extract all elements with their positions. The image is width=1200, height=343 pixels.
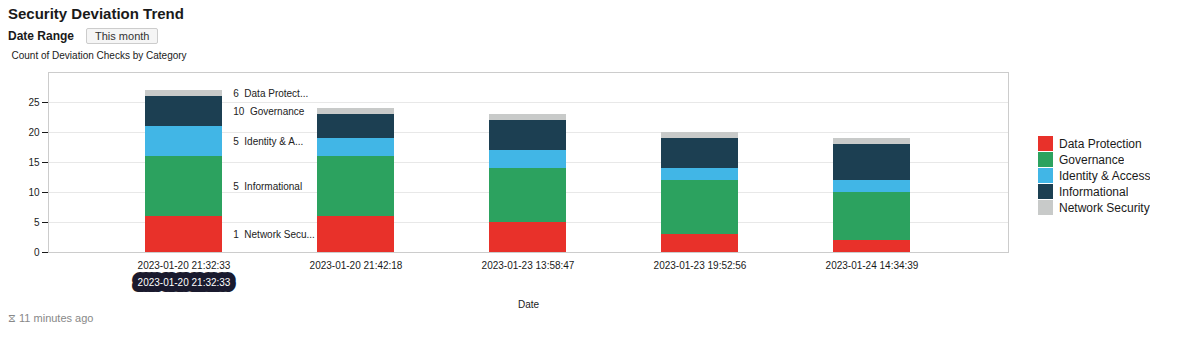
svg-text:15: 15: [28, 157, 40, 168]
svg-text:0: 0: [34, 247, 40, 258]
svg-text:5 Identity & A...: 5 Identity & A...: [233, 136, 303, 147]
svg-text:20: 20: [28, 127, 40, 138]
html-text:This month: This month: [95, 30, 150, 42]
svg-text:5 Informational: 5 Informational: [233, 181, 302, 192]
html-text:⧖ 11 minutes ago: ⧖ 11 minutes ago: [8, 312, 94, 324]
svg-text:2023-01-24 14:34:39: 2023-01-24 14:34:39: [826, 260, 919, 271]
svg-text:2023-01-20 21:42:18: 2023-01-20 21:42:18: [310, 260, 403, 271]
svg-text:10: 10: [28, 187, 40, 198]
svg-text:5: 5: [34, 217, 40, 228]
svg-text:6 Data Protect...: 6 Data Protect...: [233, 88, 308, 99]
html-text:Date Range: Date Range: [8, 29, 74, 43]
svg-text:2023-01-23 13:58:47: 2023-01-23 13:58:47: [482, 260, 575, 271]
svg-text:Count of Deviation Checks by C: Count of Deviation Checks by Category: [12, 50, 187, 61]
svg-text:10 Governance: 10 Governance: [233, 106, 305, 117]
html-text:Network Security: Network Security: [1059, 200, 1150, 215]
svg-text:2023-01-20 21:32:33: 2023-01-20 21:32:33: [138, 260, 231, 271]
svg-text:2023-01-23 19:52:56: 2023-01-23 19:52:56: [654, 260, 747, 271]
html-text:Security Deviation Trend: Security Deviation Trend: [8, 5, 184, 22]
svg-text:25: 25: [28, 97, 40, 108]
html-text:Data Protection: Data Protection: [1059, 136, 1142, 151]
svg-text:2023-01-20 21:32:33: 2023-01-20 21:32:33: [138, 277, 231, 288]
html-text:Governance: Governance: [1059, 152, 1125, 167]
svg-text:1 Network Secu...: 1 Network Secu...: [233, 229, 315, 240]
svg-text:Date: Date: [518, 299, 540, 310]
html-text:Informational: Informational: [1059, 184, 1129, 199]
html-text:Identity & Access: Identity & Access: [1059, 168, 1151, 183]
